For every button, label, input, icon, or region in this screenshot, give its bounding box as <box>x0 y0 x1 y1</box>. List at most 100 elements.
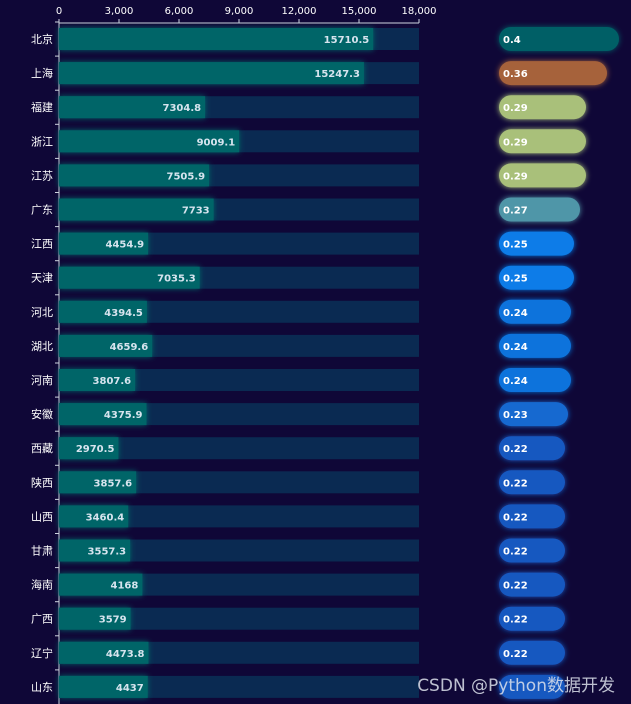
ratio-pill-label: 0.22 <box>503 444 528 455</box>
bar <box>59 232 149 255</box>
bar <box>59 164 210 187</box>
bar-value-label: 4437 <box>116 683 144 694</box>
ratio-pill-label: 0.36 <box>503 69 528 80</box>
bar-track <box>59 641 419 664</box>
labels: 北京 15710.5 0.4 上海 15247.3 0.36 福建 7304.8 0.29 浙江 9… <box>31 32 528 694</box>
ratio-pill <box>499 606 565 631</box>
bar <box>59 266 200 289</box>
category-label: 河南 <box>31 374 53 387</box>
bar <box>59 334 153 357</box>
category-label: 甘肃 <box>31 545 53 558</box>
bar-track <box>59 471 419 494</box>
category-label: 山西 <box>31 510 53 523</box>
ratio-pills <box>499 27 619 699</box>
bar-value-label: 4659.6 <box>110 342 149 353</box>
category-label: 陕西 <box>31 475 53 489</box>
bar-value-label: 3460.4 <box>86 512 125 523</box>
ratio-pill <box>499 368 571 392</box>
bar-track <box>59 300 419 323</box>
category-label: 江西 <box>31 238 53 251</box>
category-label: 浙江 <box>31 135 53 148</box>
bar-value-label: 7035.3 <box>157 274 196 285</box>
category-label: 上海 <box>31 66 53 80</box>
bar-value-label: 4454.9 <box>106 240 145 251</box>
bar <box>59 471 137 494</box>
bar-track <box>59 573 419 596</box>
category-label: 辽宁 <box>31 646 53 660</box>
bar-tracks <box>59 28 419 698</box>
ratio-pill <box>499 299 571 324</box>
category-label: 湖北 <box>31 340 53 353</box>
category-label: 广东 <box>31 204 53 217</box>
ratio-pill-label: 0.22 <box>503 512 528 523</box>
bar-track <box>59 675 419 698</box>
ratio-pill <box>499 402 568 427</box>
x-tick-label: 0 <box>56 6 62 17</box>
ratio-pill <box>499 231 574 256</box>
ratio-pill <box>499 163 586 188</box>
ratio-pill <box>499 95 586 120</box>
bar <box>59 573 143 596</box>
bar-track <box>59 232 419 255</box>
bars <box>59 28 374 698</box>
category-label: 广西 <box>31 613 53 626</box>
ratio-pill-label: 0.22 <box>503 478 528 489</box>
ratio-pill-label: 0.29 <box>503 137 528 148</box>
ratio-pill <box>499 197 580 222</box>
bar <box>59 675 148 698</box>
x-tick-label: 9,000 <box>225 6 254 17</box>
bar-track <box>59 437 419 460</box>
bar-value-label: 3579 <box>99 615 127 626</box>
ratio-pill-label: 0.25 <box>503 274 528 285</box>
bar-value-label: 15247.3 <box>314 69 360 80</box>
ratio-pill <box>499 572 565 597</box>
bar <box>59 539 131 562</box>
ratio-pill-label: 0.23 <box>503 410 528 421</box>
category-label: 北京 <box>31 32 53 46</box>
bar-value-label: 3857.6 <box>94 478 133 489</box>
bar-track <box>59 607 419 630</box>
bar-track <box>59 369 419 391</box>
ratio-pill <box>499 504 565 529</box>
bar-track <box>59 505 419 528</box>
x-tick-label: 6,000 <box>165 6 194 17</box>
bar-value-label: 4394.5 <box>104 308 143 319</box>
bar-value-label: 3807.6 <box>93 376 132 387</box>
ratio-pill-label: 0.22 <box>503 547 528 558</box>
bar <box>59 505 129 528</box>
bar <box>59 96 206 119</box>
ratio-pill-label: 0.27 <box>503 206 528 217</box>
x-tick-label: 15,000 <box>342 6 377 17</box>
category-label: 天津 <box>31 272 53 285</box>
category-label: 江苏 <box>31 169 53 182</box>
ratio-pill <box>499 129 586 154</box>
category-label: 福建 <box>31 100 53 114</box>
category-label: 河北 <box>31 306 53 319</box>
watermark-text: CSDN @Python数据开发 <box>417 676 615 696</box>
ratio-pill-label: 0.24 <box>503 308 528 319</box>
ratio-pill <box>499 61 607 86</box>
bar-value-label: 7304.8 <box>163 103 202 114</box>
bar-value-label: 2970.5 <box>76 444 115 455</box>
ratio-pill <box>499 436 565 461</box>
ratio-pill-label: 0.25 <box>503 240 528 251</box>
category-label: 山东 <box>31 681 53 694</box>
bar <box>59 130 240 153</box>
bar-value-label: 4168 <box>111 581 139 592</box>
bar-value-label: 9009.1 <box>197 137 236 148</box>
ratio-pill <box>499 333 571 358</box>
bar-value-label: 4473.8 <box>106 649 145 660</box>
bar-value-label: 7733 <box>182 206 210 217</box>
bar-value-label: 7505.9 <box>167 171 206 182</box>
ratio-pill-label: 0.29 <box>503 171 528 182</box>
ratio-pill <box>499 470 565 495</box>
ratio-pill <box>499 265 574 290</box>
x-tick-label: 3,000 <box>105 6 134 17</box>
ratio-pill-label: 0.22 <box>503 581 528 592</box>
bar <box>59 300 147 323</box>
ratio-pill-label: 0.24 <box>503 342 528 353</box>
ratio-pill <box>499 640 565 665</box>
bar-track <box>59 403 419 426</box>
ratio-pill-label: 0.29 <box>503 103 528 114</box>
